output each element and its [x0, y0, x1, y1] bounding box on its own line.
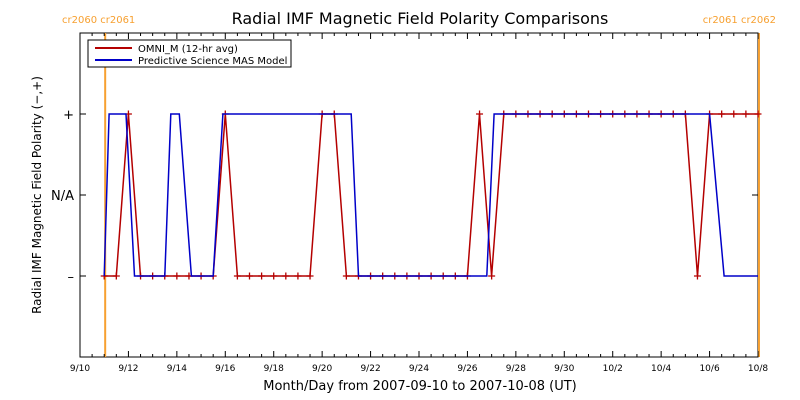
x-axis-label: Month/Day from 2007-09-10 to 2007-10-08 …: [263, 379, 576, 394]
legend: OMNI_M (12-hr avg)Predictive Science MAS…: [87, 39, 292, 68]
x-tick-label: 9/16: [215, 364, 235, 374]
y-tick-label: N/A: [51, 189, 74, 204]
data-point: [342, 272, 350, 280]
data-point: [488, 272, 496, 280]
y-tick-label: +: [63, 108, 74, 123]
series-layer: [100, 110, 762, 280]
carrington-label-1: cr2061 cr2062: [703, 15, 776, 26]
x-tick-label: 10/6: [699, 364, 719, 374]
y-axis-label: Radial IMF Magnetic Field Polarity (−,+): [30, 76, 44, 314]
x-tick-label: 9/22: [360, 364, 380, 374]
x-tick-label: 9/12: [118, 364, 138, 374]
series-line-0: [104, 113, 758, 277]
x-tick-label: 10/2: [603, 364, 623, 374]
data-point: [693, 272, 701, 280]
data-point: [258, 272, 266, 280]
series-line-1: [103, 113, 758, 277]
legend-box: [87, 39, 292, 68]
x-tick-label: 9/26: [457, 364, 477, 374]
x-tick-label: 9/14: [167, 364, 187, 374]
plot-frame: [79, 32, 759, 358]
data-point: [718, 110, 726, 118]
x-tick-label: 9/28: [506, 364, 526, 374]
data-point: [754, 110, 762, 118]
data-point: [294, 272, 302, 280]
x-tick-label: 10/8: [748, 364, 768, 374]
legend-label-0: OMNI_M (12-hr avg): [138, 44, 238, 55]
x-tick-label: 9/20: [312, 364, 332, 374]
x-tick-label: 9/30: [554, 364, 574, 374]
y-axis-ticks: + N/A –: [51, 108, 758, 285]
data-point: [742, 110, 750, 118]
x-tick-label: 9/24: [409, 364, 429, 374]
series-0: [100, 110, 762, 280]
data-point: [306, 272, 314, 280]
carrington-markers: cr2060 cr2061 cr2061 cr2062: [62, 15, 776, 357]
data-point: [282, 272, 290, 280]
x-axis-ticks: 9/10 9/12 9/14 9/16 9/18 9/20 9/22 9/24 9/26 9/28…: [70, 33, 768, 374]
carrington-label-0: cr2060 cr2061: [62, 15, 135, 26]
data-point: [233, 272, 241, 280]
series-1: [103, 113, 758, 277]
data-point: [476, 110, 484, 118]
data-point: [270, 272, 278, 280]
x-tick-label: 9/10: [70, 364, 90, 374]
data-point: [173, 272, 181, 280]
data-point: [112, 272, 120, 280]
chart-title: Radial IMF Magnetic Field Polarity Compa…: [232, 9, 609, 28]
plot-border: [79, 32, 759, 358]
data-point: [730, 110, 738, 118]
data-point: [246, 272, 253, 280]
x-tick-label: 10/4: [651, 364, 671, 374]
y-tick-label: –: [68, 270, 75, 285]
legend-label-1: Predictive Science MAS Model: [138, 56, 287, 67]
x-tick-label: 9/18: [264, 364, 284, 374]
